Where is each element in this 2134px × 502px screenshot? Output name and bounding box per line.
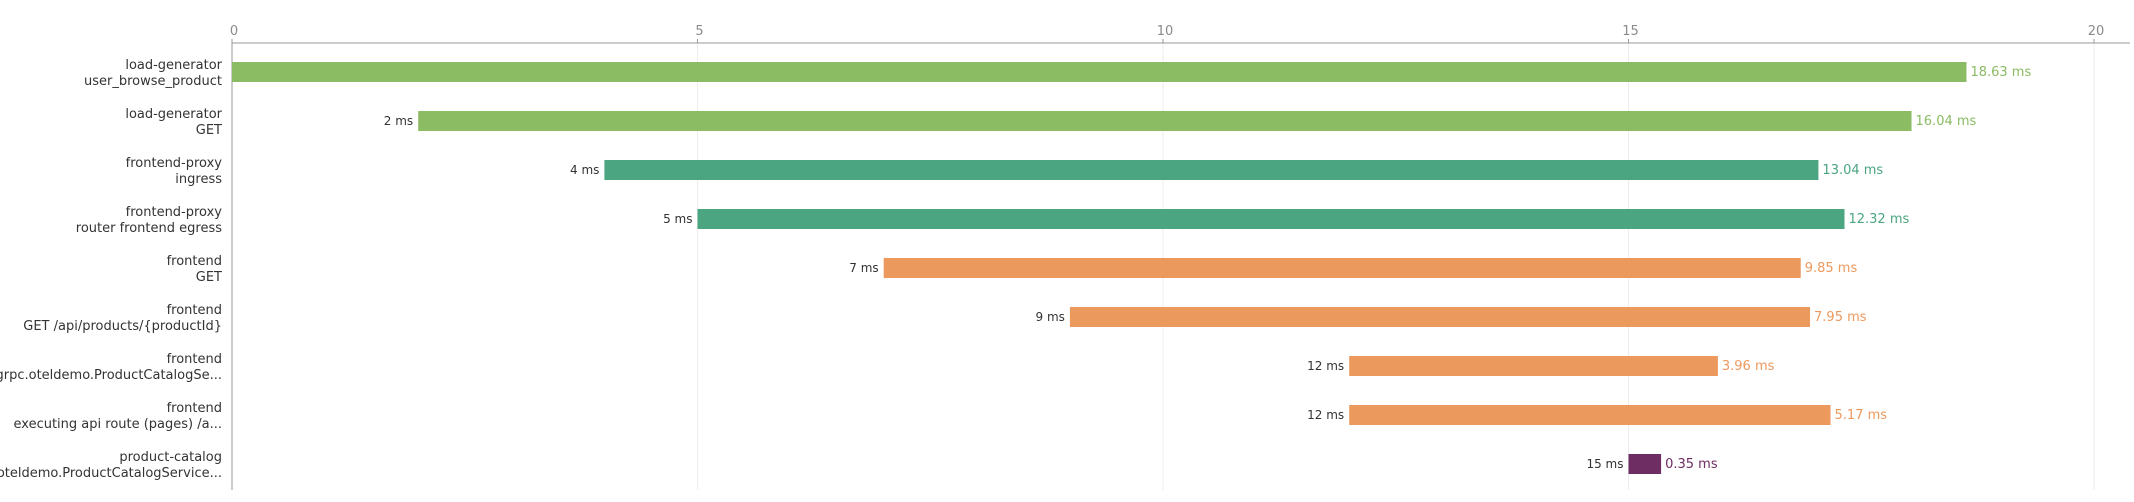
span-bar[interactable]	[604, 160, 1819, 180]
x-tick-label: 10	[1157, 24, 1174, 39]
x-axis: 0 5 10 15 20	[230, 24, 2130, 44]
span-start-label: 12 ms	[1307, 408, 1344, 422]
span-bar[interactable]	[697, 209, 1845, 229]
span-service-label: load-generator	[125, 58, 222, 73]
span-operation-label: router frontend egress	[76, 221, 222, 236]
span-duration-label: 13.04 ms	[1822, 163, 1883, 178]
span-service-label: frontend	[167, 401, 222, 416]
span-operation-label: executing api route (pages) /a...	[14, 417, 222, 432]
span-start-label: 4 ms	[570, 163, 599, 177]
span-duration-label: 18.63 ms	[1970, 65, 2031, 80]
span-operation-label: grpc.oteldemo.ProductCatalogSe...	[0, 368, 222, 383]
span-operation-label: ingress	[175, 172, 222, 187]
span-service-label: product-catalog	[119, 450, 222, 465]
span-bar[interactable]	[1349, 356, 1718, 376]
span-duration-label: 12.32 ms	[1848, 212, 1909, 227]
span-bar[interactable]	[232, 62, 1967, 82]
span-bar[interactable]	[1349, 405, 1831, 425]
span-row[interactable]: product-catalogoteldemo.ProductCatalogSe…	[0, 450, 1718, 481]
span-service-label: load-generator	[125, 107, 222, 122]
span-duration-label: 3.96 ms	[1722, 359, 1775, 374]
span-start-label: 7 ms	[849, 261, 878, 275]
x-tick-label: 15	[1622, 24, 1639, 39]
span-service-label: frontend-proxy	[126, 156, 223, 171]
span-service-label: frontend-proxy	[126, 205, 223, 220]
span-duration-label: 5.17 ms	[1835, 408, 1888, 423]
span-row[interactable]: frontendgrpc.oteldemo.ProductCatalogSe..…	[0, 352, 1775, 383]
span-operation-label: oteldemo.ProductCatalogService...	[0, 466, 222, 481]
x-tick-label: 5	[695, 24, 703, 39]
span-start-label: 12 ms	[1307, 359, 1344, 373]
span-operation-label: GET	[196, 123, 222, 138]
span-start-label: 9 ms	[1036, 310, 1065, 324]
span-service-label: frontend	[167, 352, 222, 367]
x-tick-label: 0	[230, 24, 238, 39]
span-service-label: frontend	[167, 254, 222, 269]
span-start-label: 15 ms	[1586, 457, 1623, 471]
span-operation-label: GET /api/products/{productId}	[23, 319, 222, 334]
x-tick-label: 20	[2088, 24, 2105, 39]
span-start-label: 5 ms	[663, 212, 692, 226]
span-bar[interactable]	[1069, 307, 1811, 327]
span-duration-label: 7.95 ms	[1814, 310, 1867, 325]
span-bar[interactable]	[883, 258, 1801, 278]
span-bar[interactable]	[418, 111, 1912, 131]
span-start-label: 2 ms	[384, 114, 413, 128]
span-operation-label: user_browse_product	[84, 74, 222, 89]
span-bar[interactable]	[1628, 454, 1662, 474]
span-duration-label: 16.04 ms	[1916, 114, 1977, 129]
span-operation-label: GET	[196, 270, 222, 285]
span-duration-label: 0.35 ms	[1665, 457, 1718, 472]
span-duration-label: 9.85 ms	[1805, 261, 1858, 276]
span-service-label: frontend	[167, 303, 222, 318]
